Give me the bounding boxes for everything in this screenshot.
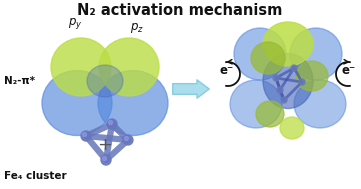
Ellipse shape <box>263 22 313 66</box>
Text: $p_y$: $p_y$ <box>68 16 82 31</box>
Circle shape <box>273 75 279 81</box>
Circle shape <box>101 155 111 165</box>
Circle shape <box>277 87 283 93</box>
Ellipse shape <box>296 61 328 91</box>
Circle shape <box>109 121 113 125</box>
Ellipse shape <box>263 53 313 108</box>
Circle shape <box>103 156 106 160</box>
Circle shape <box>299 79 305 85</box>
Ellipse shape <box>256 101 284 127</box>
Ellipse shape <box>99 38 159 96</box>
Circle shape <box>107 119 117 129</box>
Circle shape <box>81 131 91 141</box>
Text: e⁻: e⁻ <box>220 64 234 77</box>
Ellipse shape <box>230 80 282 128</box>
Circle shape <box>281 97 287 103</box>
Ellipse shape <box>98 70 168 136</box>
Ellipse shape <box>42 70 112 136</box>
Ellipse shape <box>294 80 346 128</box>
Text: N₂-π*: N₂-π* <box>4 76 35 86</box>
Circle shape <box>125 136 129 140</box>
Circle shape <box>83 132 87 136</box>
Ellipse shape <box>51 38 111 96</box>
Text: Fe₄ cluster: Fe₄ cluster <box>4 171 67 181</box>
Text: $p_z$: $p_z$ <box>130 21 144 35</box>
Ellipse shape <box>234 28 286 80</box>
Ellipse shape <box>280 117 304 139</box>
Ellipse shape <box>290 28 342 80</box>
Text: N₂ activation mechanism: N₂ activation mechanism <box>77 3 283 18</box>
Circle shape <box>123 135 133 145</box>
Text: +: + <box>97 136 113 154</box>
Ellipse shape <box>87 65 123 97</box>
Circle shape <box>291 65 297 71</box>
Text: e⁻: e⁻ <box>342 64 356 77</box>
Ellipse shape <box>251 42 285 74</box>
